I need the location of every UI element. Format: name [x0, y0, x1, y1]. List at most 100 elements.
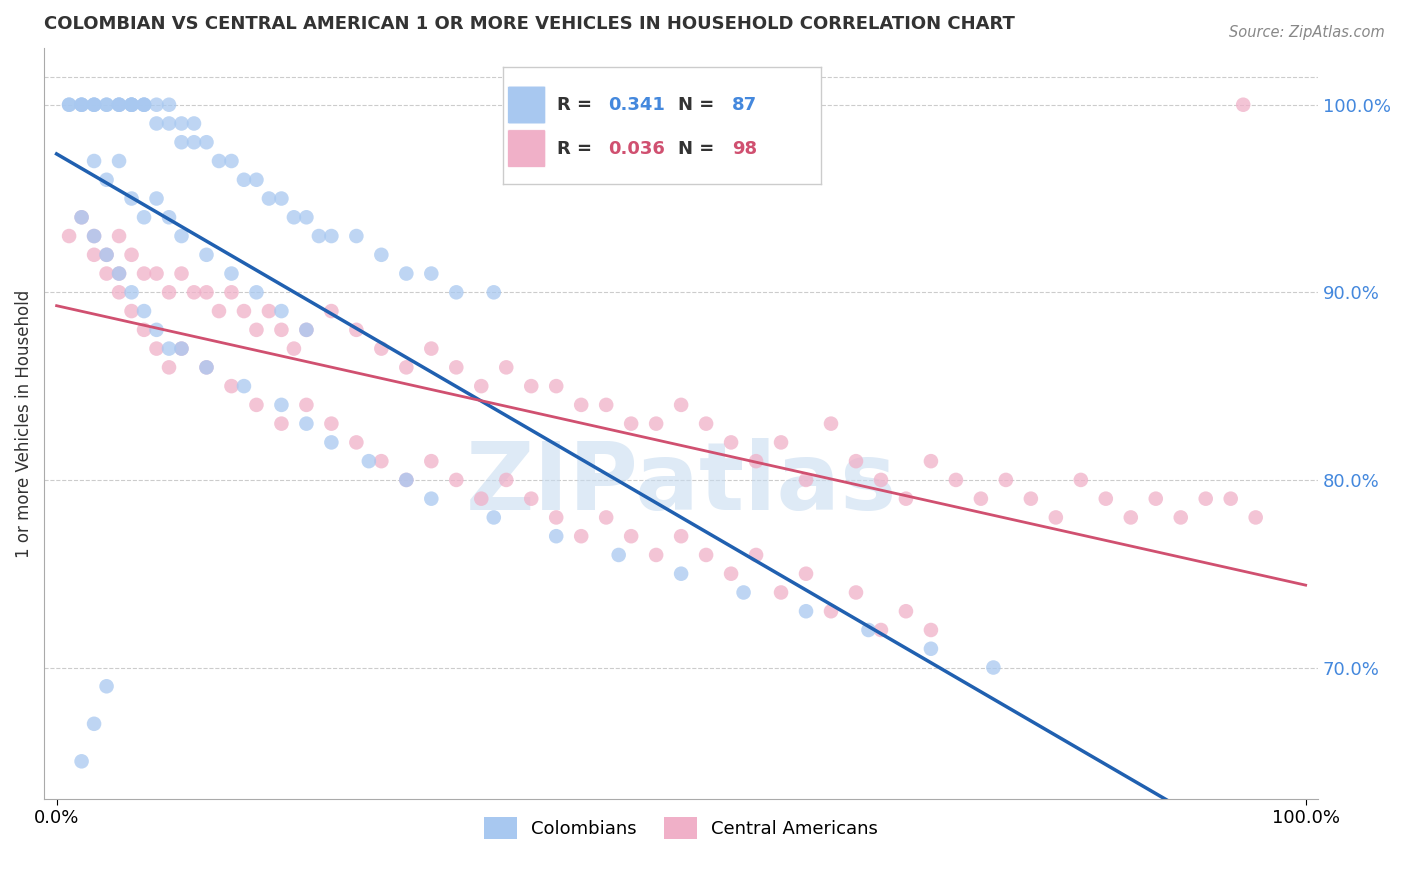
Point	[145, 97, 167, 112]
Point	[1119, 510, 1142, 524]
Point	[157, 97, 180, 112]
Point	[83, 97, 105, 112]
Point	[270, 398, 292, 412]
Point	[720, 566, 742, 581]
Point	[745, 454, 768, 468]
Point	[295, 398, 318, 412]
Point	[132, 97, 155, 112]
Point	[257, 304, 280, 318]
Point	[221, 153, 243, 168]
Point	[221, 285, 243, 300]
Point	[1070, 473, 1092, 487]
Point	[569, 529, 592, 543]
Point	[920, 641, 942, 656]
Point	[70, 97, 93, 112]
Point	[270, 417, 292, 431]
Point	[669, 566, 692, 581]
Point	[1045, 510, 1067, 524]
Point	[233, 304, 256, 318]
Point	[794, 566, 817, 581]
Point	[58, 97, 80, 112]
Point	[695, 548, 717, 562]
Point	[83, 153, 105, 168]
Point	[132, 97, 155, 112]
Point	[546, 379, 568, 393]
Point	[132, 211, 155, 225]
Point	[170, 267, 193, 281]
Point	[283, 211, 305, 225]
Point	[321, 229, 343, 244]
Text: Source: ZipAtlas.com: Source: ZipAtlas.com	[1229, 25, 1385, 40]
Point	[794, 473, 817, 487]
Point	[132, 304, 155, 318]
Point	[920, 454, 942, 468]
Y-axis label: 1 or more Vehicles in Household: 1 or more Vehicles in Household	[15, 290, 32, 558]
Point	[370, 342, 392, 356]
Point	[121, 97, 143, 112]
Point	[321, 417, 343, 431]
Point	[208, 304, 231, 318]
Point	[270, 192, 292, 206]
Point	[695, 417, 717, 431]
Point	[845, 454, 868, 468]
Point	[170, 135, 193, 149]
Point	[1232, 97, 1254, 112]
Point	[83, 97, 105, 112]
Point	[108, 97, 131, 112]
Point	[395, 267, 418, 281]
Point	[70, 97, 93, 112]
Point	[270, 323, 292, 337]
Point	[720, 435, 742, 450]
Point	[569, 398, 592, 412]
Point	[495, 473, 517, 487]
Point	[145, 323, 167, 337]
Point	[894, 491, 917, 506]
Point	[270, 304, 292, 318]
Point	[1244, 510, 1267, 524]
Point	[858, 623, 880, 637]
Point	[321, 304, 343, 318]
Point	[920, 623, 942, 637]
Point	[495, 360, 517, 375]
Point	[344, 229, 367, 244]
Text: COLOMBIAN VS CENTRAL AMERICAN 1 OR MORE VEHICLES IN HOUSEHOLD CORRELATION CHART: COLOMBIAN VS CENTRAL AMERICAN 1 OR MORE …	[44, 15, 1015, 33]
Point	[70, 211, 93, 225]
Point	[470, 379, 492, 393]
Point	[520, 491, 543, 506]
Point	[1019, 491, 1042, 506]
Point	[121, 97, 143, 112]
Point	[108, 285, 131, 300]
Point	[945, 473, 967, 487]
Point	[170, 342, 193, 356]
Point	[420, 491, 443, 506]
Point	[170, 116, 193, 130]
Point	[970, 491, 993, 506]
Point	[994, 473, 1017, 487]
Point	[295, 323, 318, 337]
Point	[482, 510, 505, 524]
Point	[132, 323, 155, 337]
Point	[245, 285, 267, 300]
Point	[669, 398, 692, 412]
Point	[96, 267, 118, 281]
Point	[446, 285, 468, 300]
Point	[108, 267, 131, 281]
Point	[70, 754, 93, 768]
Point	[83, 229, 105, 244]
Point	[170, 342, 193, 356]
Point	[344, 323, 367, 337]
Point	[645, 548, 668, 562]
Point	[983, 660, 1005, 674]
Point	[96, 248, 118, 262]
Point	[195, 285, 218, 300]
Point	[170, 229, 193, 244]
Point	[870, 473, 893, 487]
Point	[233, 379, 256, 393]
Point	[157, 116, 180, 130]
Point	[183, 116, 205, 130]
Point	[132, 267, 155, 281]
Point	[845, 585, 868, 599]
Point	[745, 548, 768, 562]
Point	[1094, 491, 1116, 506]
Point	[870, 623, 893, 637]
